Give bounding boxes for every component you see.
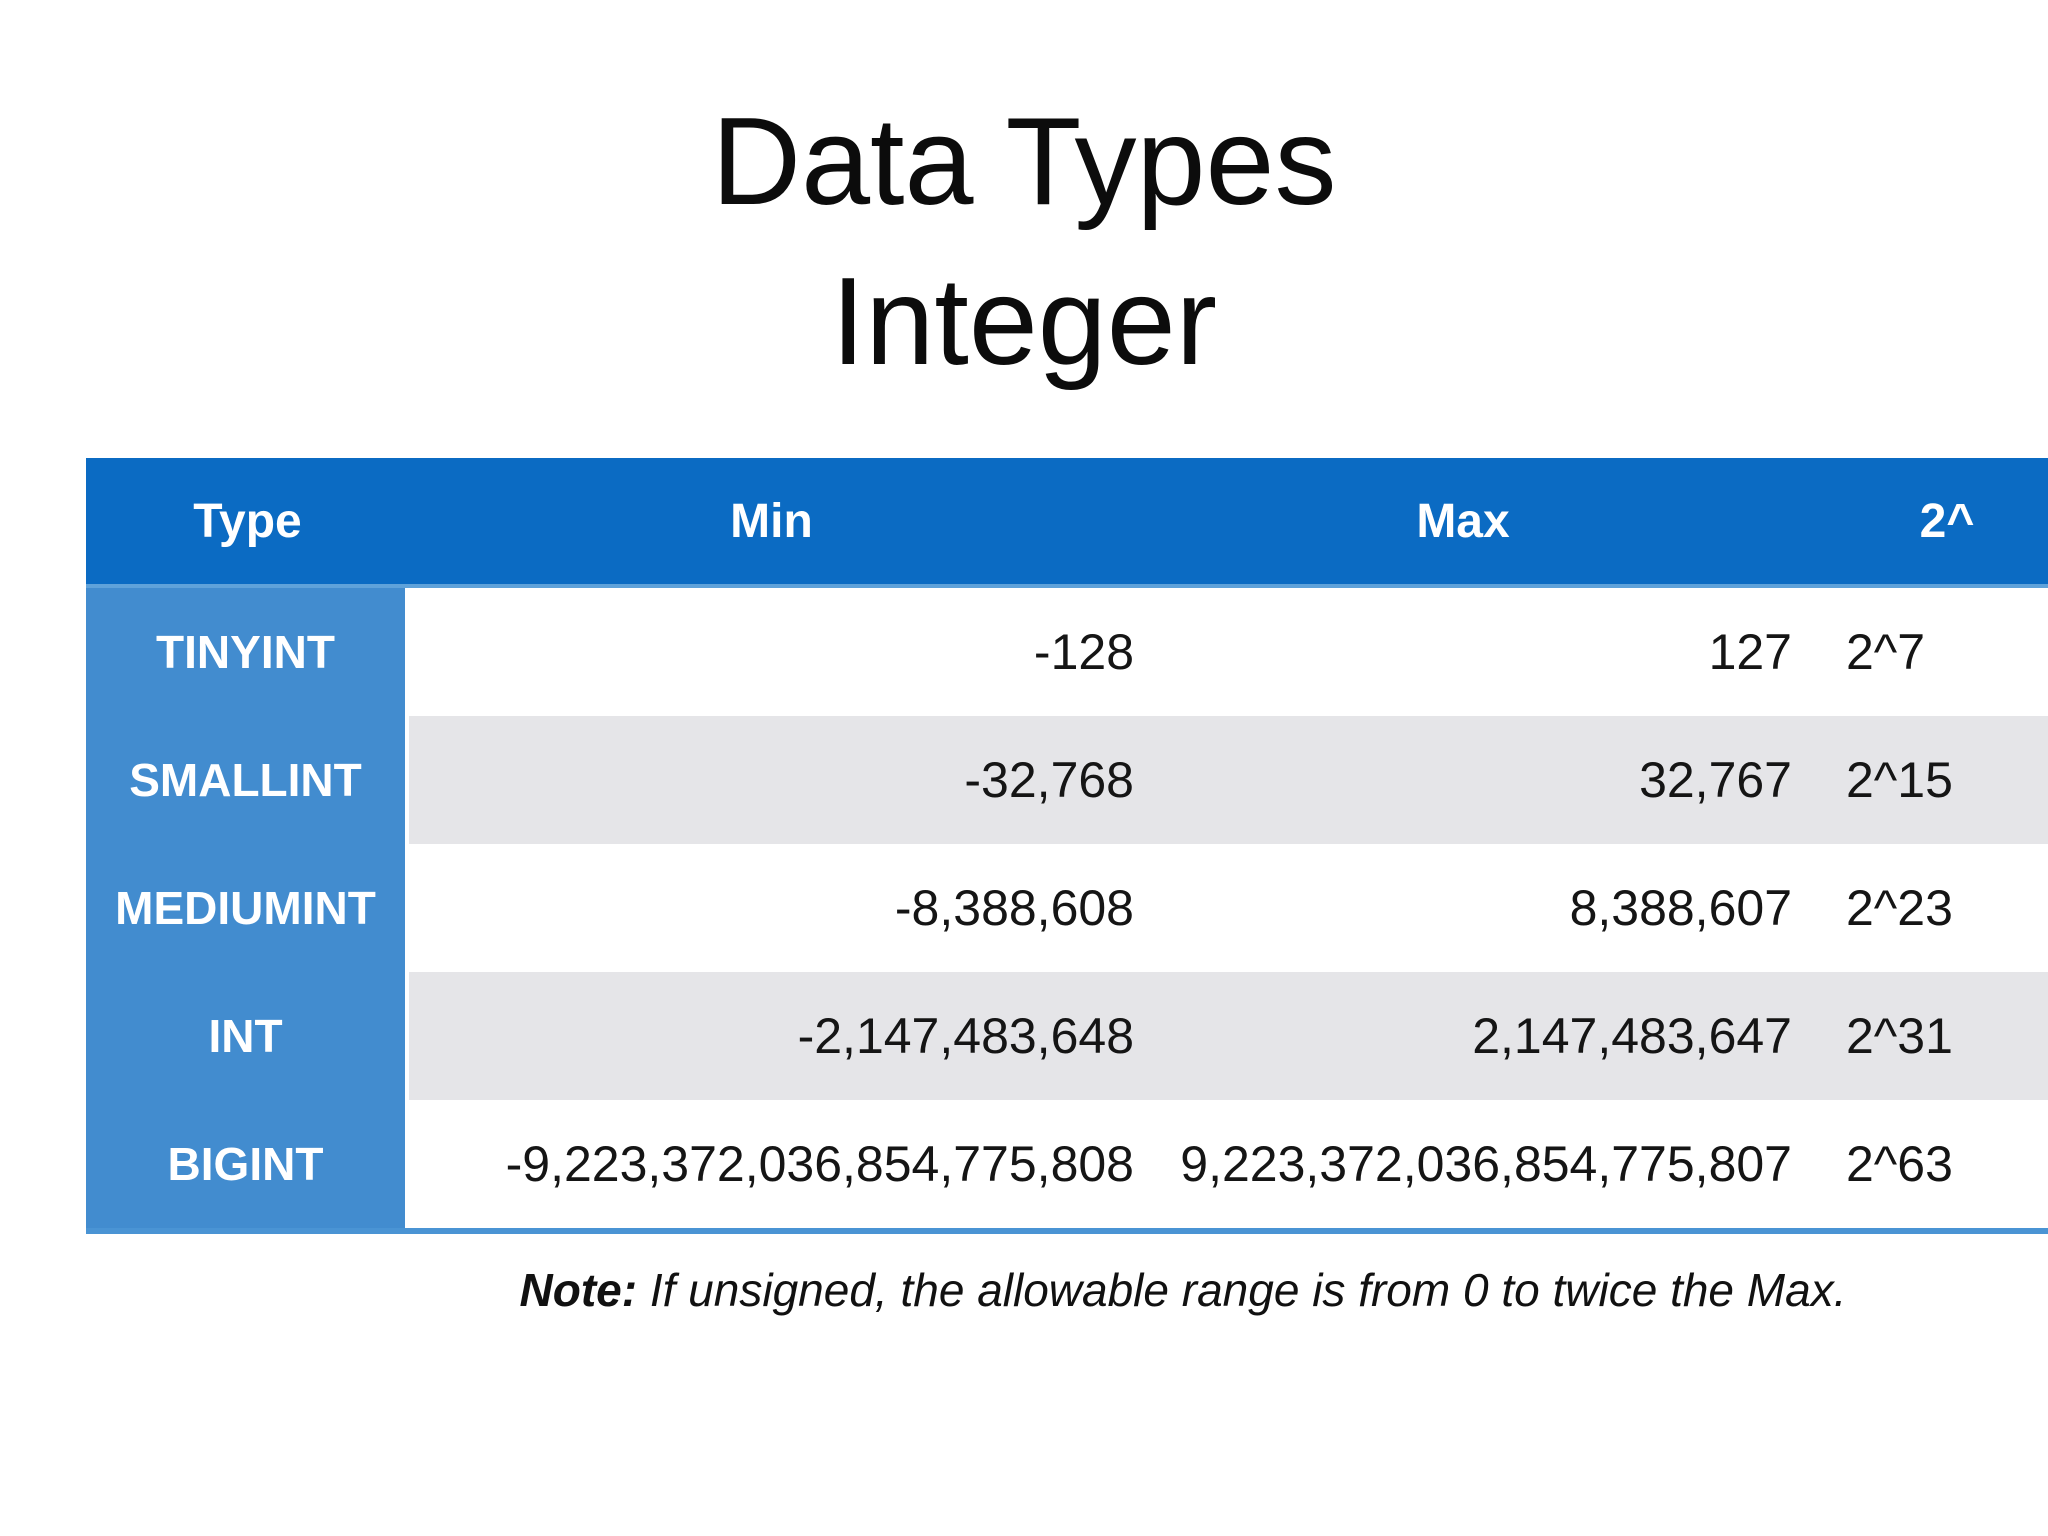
- type-label: TINYINT: [86, 588, 409, 716]
- slide-title-line1: Data Types: [711, 93, 1337, 231]
- column-header-max: Max: [1134, 458, 1792, 588]
- min-value: -8,388,608: [409, 844, 1134, 972]
- slide-title-line2: Integer: [830, 253, 1218, 391]
- max-value: 127: [1134, 588, 1792, 716]
- table-row-smallint: SMALLINT -32,768 32,767 2^15: [86, 716, 2048, 844]
- max-value: 9,223,372,036,854,775,807: [1134, 1100, 1792, 1228]
- max-value: 32,767: [1134, 716, 1792, 844]
- max-value: 8,388,607: [1134, 844, 1792, 972]
- type-label: INT: [86, 972, 409, 1100]
- table-header-row: Type Min Max 2^: [86, 458, 2048, 588]
- column-header-min: Min: [409, 458, 1134, 588]
- min-value: -2,147,483,648: [409, 972, 1134, 1100]
- min-value: -32,768: [409, 716, 1134, 844]
- max-value: 2,147,483,647: [1134, 972, 1792, 1100]
- table-row-int: INT -2,147,483,648 2,147,483,647 2^31: [86, 972, 2048, 1100]
- footnote: Note: If unsigned, the allowable range i…: [318, 1262, 2048, 1318]
- footnote-text: If unsigned, the allowable range is from…: [637, 1264, 1847, 1316]
- min-value: -128: [409, 588, 1134, 716]
- footnote-label: Note:: [519, 1264, 638, 1316]
- table-row-tinyint: TINYINT -128 127 2^7: [86, 588, 2048, 716]
- column-header-pow: 2^: [1792, 458, 2048, 588]
- pow-value: 2^7: [1792, 588, 2048, 716]
- column-header-type: Type: [86, 458, 409, 588]
- pow-value: 2^31: [1792, 972, 2048, 1100]
- pow-value: 2^63: [1792, 1100, 2048, 1228]
- min-value: -9,223,372,036,854,775,808: [409, 1100, 1134, 1228]
- type-label: BIGINT: [86, 1100, 409, 1228]
- type-label: MEDIUMINT: [86, 844, 409, 972]
- slide-title: Data Types Integer: [0, 82, 2048, 402]
- type-label: SMALLINT: [86, 716, 409, 844]
- table-row-mediumint: MEDIUMINT -8,388,608 8,388,607 2^23: [86, 844, 2048, 972]
- integer-types-table: Type Min Max 2^ TINYINT -128 127 2^7 SMA…: [86, 458, 2048, 1234]
- table-row-bigint: BIGINT -9,223,372,036,854,775,808 9,223,…: [86, 1100, 2048, 1228]
- pow-value: 2^15: [1792, 716, 2048, 844]
- pow-value: 2^23: [1792, 844, 2048, 972]
